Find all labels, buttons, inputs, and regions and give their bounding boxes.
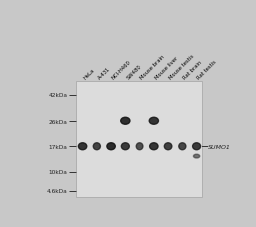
Ellipse shape	[122, 120, 129, 123]
Text: SW480: SW480	[125, 63, 142, 80]
Text: 10kDa: 10kDa	[49, 170, 68, 175]
Text: Mouse testis: Mouse testis	[168, 53, 195, 80]
Text: 42kDa: 42kDa	[49, 93, 68, 98]
Text: NCI-H460: NCI-H460	[111, 59, 132, 80]
Text: Rat testis: Rat testis	[197, 59, 218, 80]
Ellipse shape	[150, 120, 157, 123]
Ellipse shape	[79, 145, 86, 148]
Text: Mouse liver: Mouse liver	[154, 55, 179, 80]
Text: 26kDa: 26kDa	[49, 119, 68, 124]
Bar	[76, 81, 202, 197]
Ellipse shape	[93, 143, 100, 150]
Ellipse shape	[137, 145, 142, 148]
Text: Rat brain: Rat brain	[182, 59, 203, 80]
Ellipse shape	[150, 143, 158, 150]
Ellipse shape	[108, 145, 114, 148]
Ellipse shape	[121, 118, 130, 125]
Ellipse shape	[136, 143, 143, 150]
Ellipse shape	[164, 143, 172, 150]
Ellipse shape	[194, 155, 199, 157]
Ellipse shape	[122, 145, 128, 148]
Text: A-431: A-431	[97, 66, 111, 80]
Ellipse shape	[149, 118, 158, 125]
Ellipse shape	[107, 143, 115, 150]
Ellipse shape	[193, 143, 201, 150]
Ellipse shape	[121, 143, 129, 150]
Text: 17kDa: 17kDa	[49, 144, 68, 149]
Ellipse shape	[194, 155, 200, 158]
Text: SUMO1: SUMO1	[208, 144, 230, 149]
Ellipse shape	[151, 145, 157, 148]
Text: Mouse brain: Mouse brain	[140, 54, 166, 80]
Ellipse shape	[94, 145, 100, 148]
Ellipse shape	[180, 145, 185, 148]
Text: HeLa: HeLa	[83, 67, 95, 80]
Text: 4.6kDa: 4.6kDa	[47, 189, 68, 193]
Ellipse shape	[165, 145, 171, 148]
Ellipse shape	[194, 145, 200, 148]
Ellipse shape	[179, 143, 186, 150]
Ellipse shape	[78, 143, 87, 150]
